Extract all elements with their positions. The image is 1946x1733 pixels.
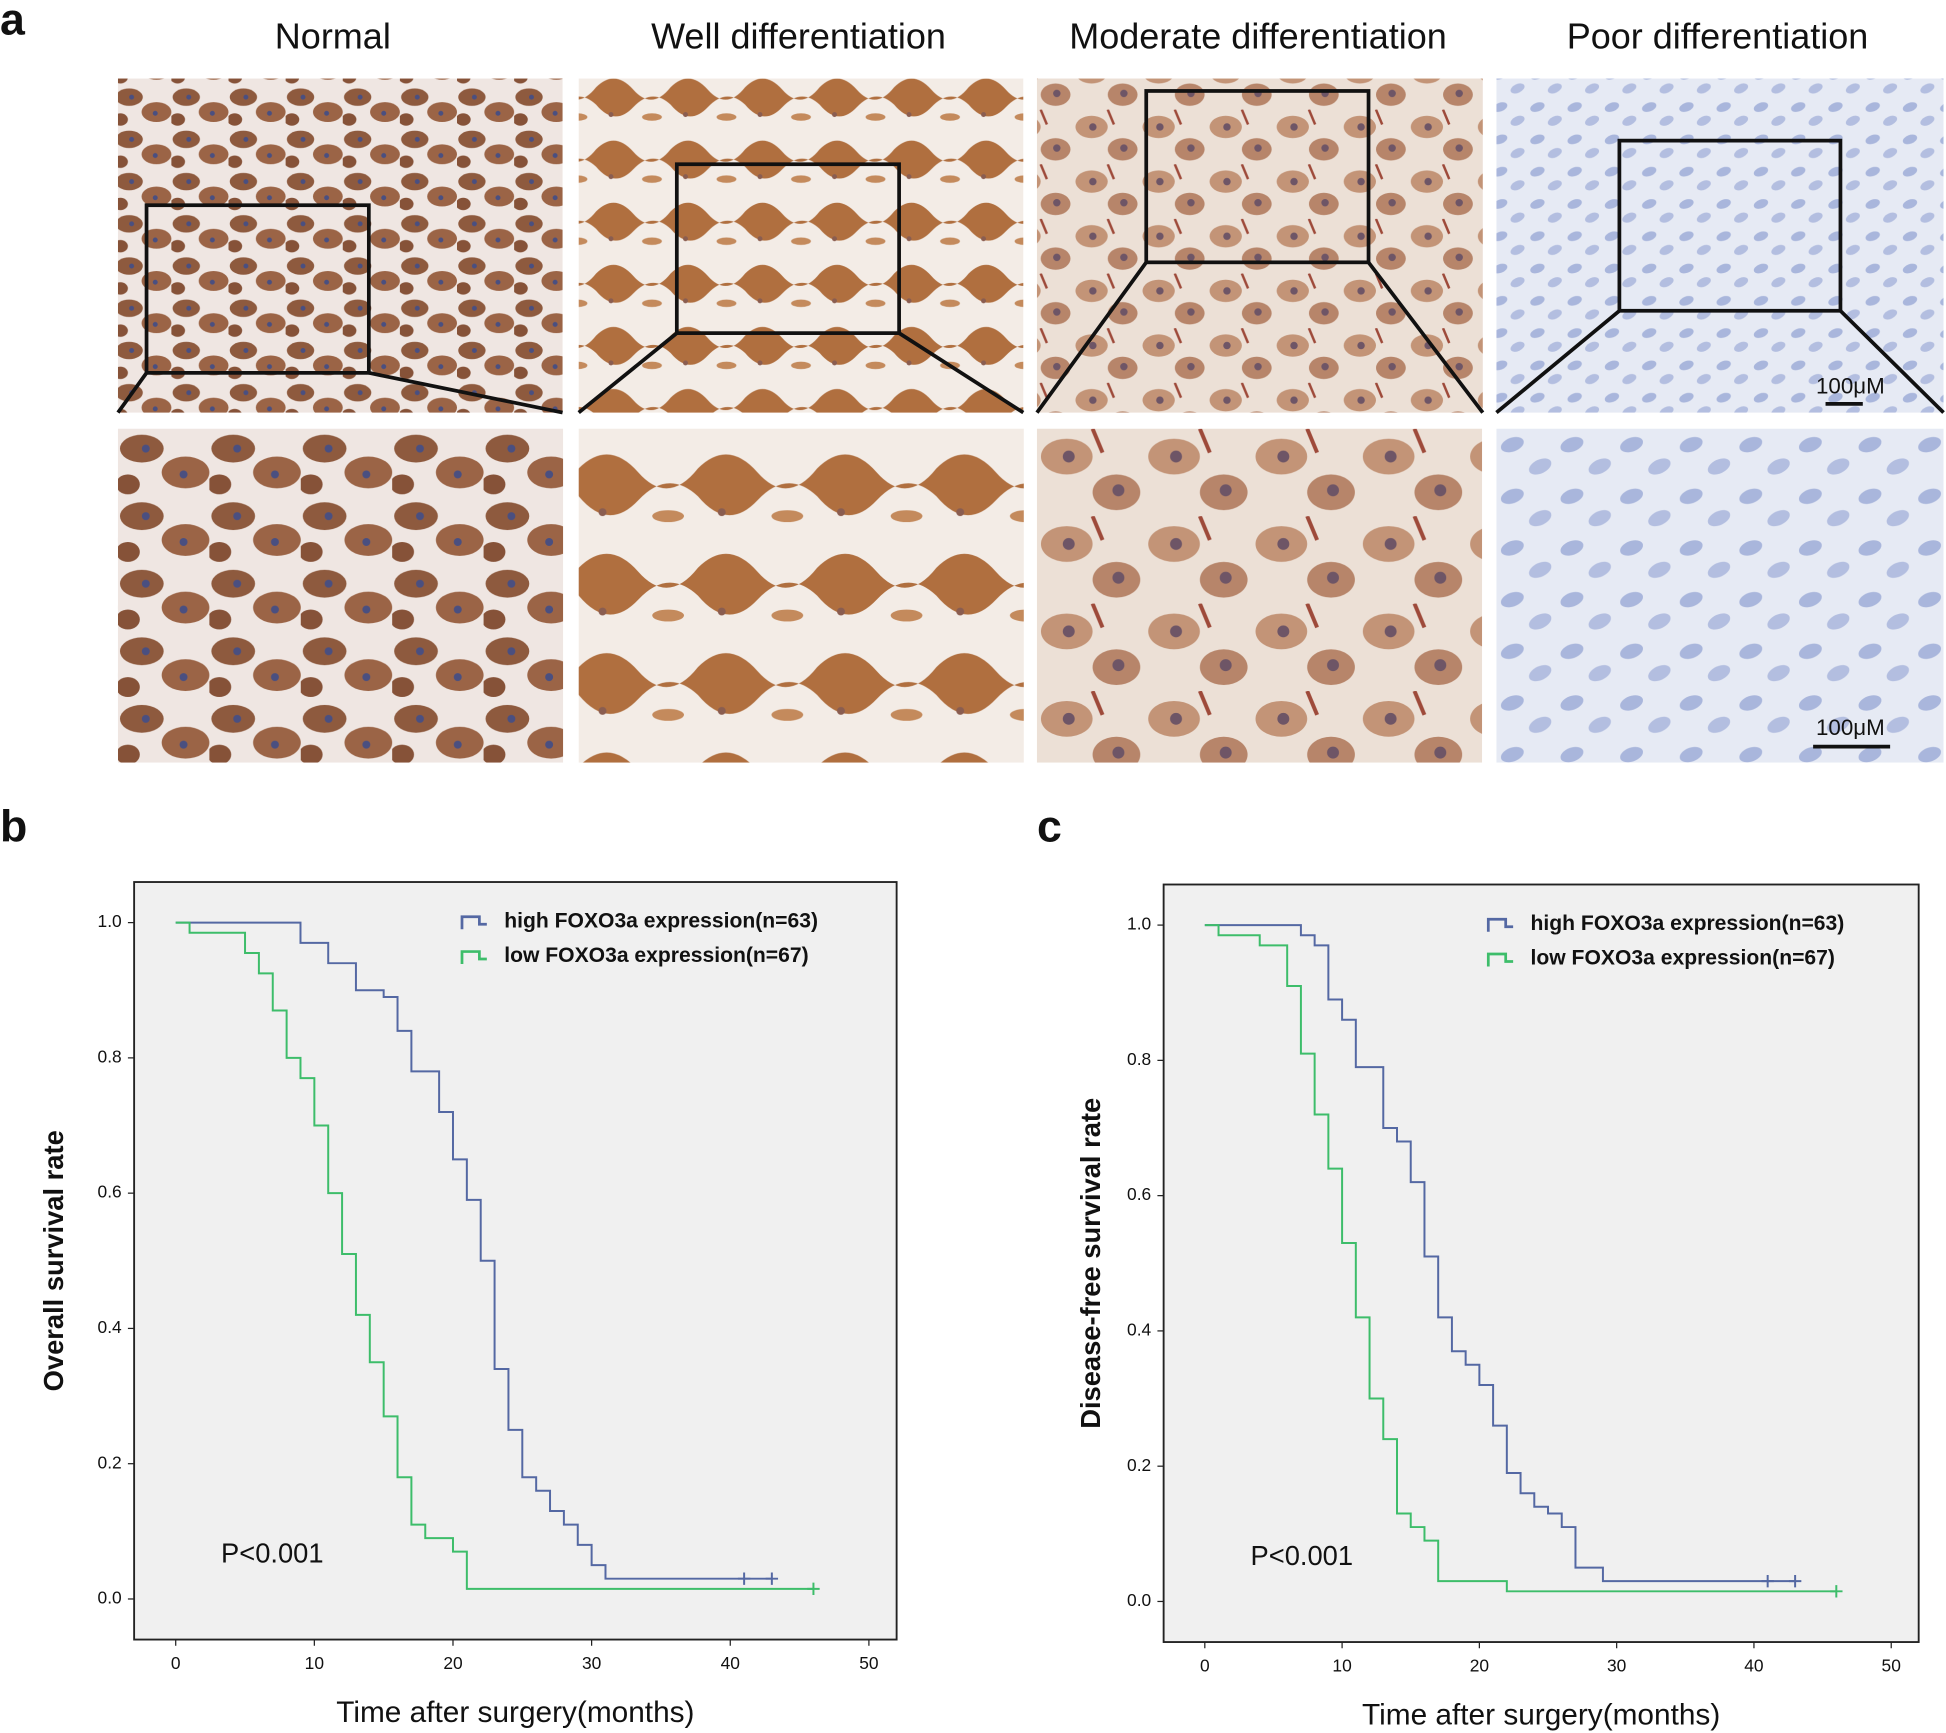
micrograph-zoom bbox=[1496, 428, 1944, 763]
x-tick-label: 50 bbox=[859, 1653, 878, 1673]
survival-curve bbox=[175, 921, 814, 1590]
x-axis-label: Time after surgery(months) bbox=[336, 1696, 694, 1729]
censor-mark bbox=[765, 1572, 779, 1585]
plot-area bbox=[133, 881, 898, 1641]
legend-swatch bbox=[460, 950, 487, 964]
x-tick-label: 0 bbox=[171, 1653, 181, 1673]
y-tick-label: 0.2 bbox=[1127, 1455, 1151, 1475]
micrograph bbox=[1496, 78, 1944, 413]
legend-swatch bbox=[460, 915, 487, 930]
censor-mark bbox=[737, 1572, 751, 1585]
censor-mark bbox=[1788, 1574, 1802, 1588]
zoom-boxes bbox=[116, 89, 1945, 749]
panel-label: a bbox=[0, 0, 26, 44]
censor-mark bbox=[807, 1582, 820, 1596]
legend-label: low FOXO3a expression(n=67) bbox=[1531, 947, 1835, 970]
x-tick-label: 30 bbox=[1607, 1655, 1626, 1675]
legend-label: high FOXO3a expression(n=63) bbox=[1531, 912, 1845, 935]
panel-label: b bbox=[0, 803, 27, 852]
y-tick-label: 0.6 bbox=[1127, 1184, 1151, 1204]
column-title: Normal bbox=[275, 15, 391, 56]
x-tick-label: 30 bbox=[582, 1653, 601, 1673]
x-tick-label: 20 bbox=[443, 1653, 462, 1673]
censor-mark bbox=[1830, 1585, 1843, 1598]
y-tick-label: 0.6 bbox=[98, 1182, 122, 1202]
y-tick-label: 0.8 bbox=[98, 1046, 122, 1066]
y-tick-label: 0.4 bbox=[1127, 1320, 1151, 1340]
micrograph bbox=[117, 78, 563, 413]
x-axis-label: Time after surgery(months) bbox=[1362, 1698, 1720, 1731]
micrograph-zoom bbox=[117, 428, 564, 763]
micrograph-zoom bbox=[1036, 428, 1483, 763]
y-tick-label: 0.8 bbox=[1127, 1049, 1151, 1069]
y-tick-label: 0.4 bbox=[98, 1317, 122, 1337]
legend-swatch bbox=[1486, 917, 1514, 932]
column-title: Well differentiation bbox=[651, 15, 946, 56]
legend-label: high FOXO3a expression(n=63) bbox=[504, 909, 818, 932]
y-tick-label: 1.0 bbox=[1127, 914, 1151, 934]
scale-bar-label: 100μM bbox=[1816, 715, 1885, 740]
survival-curve bbox=[175, 921, 772, 1580]
legend-label: low FOXO3a expression(n=67) bbox=[504, 944, 808, 967]
panel-label: c bbox=[1037, 803, 1062, 852]
x-tick-label: 40 bbox=[721, 1653, 740, 1673]
y-tick-label: 0.0 bbox=[1127, 1590, 1151, 1610]
x-tick-label: 50 bbox=[1882, 1655, 1901, 1675]
y-tick-label: 0.0 bbox=[98, 1588, 122, 1608]
plot-area bbox=[1162, 883, 1920, 1643]
x-tick-label: 20 bbox=[1470, 1655, 1489, 1675]
scale-bar-label: 100μM bbox=[1816, 374, 1885, 399]
y-axis-label: Overall survival rate bbox=[38, 1130, 69, 1391]
x-tick-label: 10 bbox=[305, 1653, 324, 1673]
column-title: Moderate differentiation bbox=[1069, 15, 1447, 56]
y-tick-label: 0.2 bbox=[98, 1452, 122, 1472]
micrograph bbox=[1036, 78, 1483, 413]
x-tick-label: 40 bbox=[1744, 1655, 1763, 1675]
charts: 0.0 0.2 0.4 0.6 0.8 1.0 0 10 20 30 40 50 high FOXO3a… bbox=[0, 803, 1920, 1731]
survival-curve bbox=[1204, 924, 1837, 1593]
panel-a: a Normal Well differentiation Moderate d… bbox=[0, 0, 1945, 763]
survival-curve bbox=[1204, 924, 1796, 1583]
y-tick-label: 1.0 bbox=[98, 911, 122, 931]
column-title: Poor differentiation bbox=[1567, 15, 1869, 56]
x-tick-label: 0 bbox=[1200, 1655, 1210, 1675]
micrograph bbox=[578, 78, 1024, 413]
y-axis-label: Disease-free survival rate bbox=[1075, 1098, 1106, 1429]
annotation: P<0.001 bbox=[1251, 1540, 1354, 1571]
annotation: P<0.001 bbox=[221, 1537, 324, 1568]
censor-mark bbox=[1761, 1574, 1774, 1588]
x-tick-label: 10 bbox=[1332, 1655, 1351, 1675]
micrograph-zoom bbox=[578, 428, 1024, 763]
legend-swatch bbox=[1486, 952, 1514, 967]
